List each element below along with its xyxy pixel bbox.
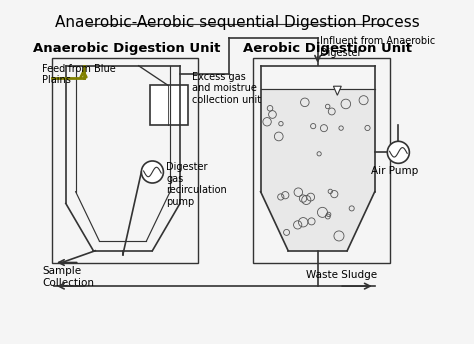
Bar xyxy=(253,58,391,262)
Text: Anaerobic Digestion Unit: Anaerobic Digestion Unit xyxy=(33,42,220,55)
Text: Digester
gas
recirculation
pump: Digester gas recirculation pump xyxy=(166,162,227,207)
Circle shape xyxy=(141,161,164,183)
Text: Influent from Anaerobic
Digester: Influent from Anaerobic Digester xyxy=(319,36,435,58)
Text: Air Pump: Air Pump xyxy=(371,166,418,176)
Bar xyxy=(52,58,198,262)
Polygon shape xyxy=(333,86,341,95)
Text: Feed from Blue
Plains: Feed from Blue Plains xyxy=(42,64,116,85)
Text: Anaerobic-Aerobic sequential Digestion Process: Anaerobic-Aerobic sequential Digestion P… xyxy=(55,14,419,30)
Text: Excess gas
and moistrue
collection unit: Excess gas and moistrue collection unit xyxy=(192,72,261,105)
Circle shape xyxy=(387,141,410,163)
Text: Aerobic Digestion Unit: Aerobic Digestion Unit xyxy=(243,42,412,55)
Text: Sample
Collection: Sample Collection xyxy=(42,267,94,288)
Text: Waste Sludge: Waste Sludge xyxy=(306,270,377,280)
Polygon shape xyxy=(261,89,375,251)
Bar xyxy=(150,85,188,125)
